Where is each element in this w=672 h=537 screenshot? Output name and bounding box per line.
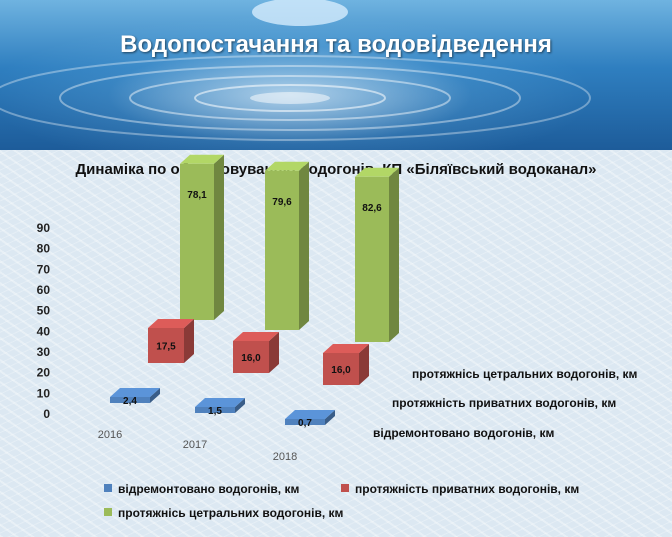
chart: Динаміка по обслуговуванню водогонів, КП… [37, 154, 638, 520]
bar-side [235, 398, 245, 413]
page-title: Водопостачання та водовідведення [120, 31, 552, 58]
bar-top [110, 388, 160, 397]
bar-top [195, 398, 245, 407]
y-tick-label: 70 [37, 262, 51, 276]
bar [233, 341, 269, 373]
bar [195, 407, 235, 413]
legend-item: відремонтовано водогонів, км [118, 482, 299, 496]
data-label: 1,5 [208, 406, 222, 417]
bar-top [148, 319, 194, 328]
bar-top [323, 344, 369, 353]
category-label: 2018 [273, 451, 297, 463]
bar-side [389, 167, 399, 342]
y-tick-label: 0 [43, 407, 50, 421]
bar [148, 328, 184, 363]
series-axis-label: протяжнісь цетральних водогонів, км [412, 367, 638, 381]
data-label: 16,0 [331, 365, 351, 376]
chart-title: Динаміка по обслуговуванню водогонів, КП… [76, 161, 597, 178]
y-tick-label: 40 [37, 324, 51, 338]
data-label: 0,7 [298, 418, 312, 429]
bar-top [355, 167, 399, 177]
y-tick-label: 60 [37, 283, 51, 297]
bar-side [184, 319, 194, 363]
water-ripple-image [0, 0, 591, 141]
bar [265, 170, 299, 330]
bar-top [285, 410, 335, 419]
bar-top [180, 154, 224, 164]
bar [180, 163, 214, 320]
bar [285, 419, 325, 425]
bar [323, 353, 359, 385]
y-tick-label: 20 [37, 366, 51, 380]
bar-side [214, 154, 224, 320]
y-tick-label: 30 [37, 345, 51, 359]
bar-side [150, 388, 160, 403]
legend-swatch [104, 508, 112, 516]
chart-panel [0, 150, 672, 537]
bar [110, 397, 150, 403]
data-label: 79,6 [272, 197, 292, 208]
series-axis-label: протяжність приватних водогонів, км [392, 396, 616, 410]
bar-top [265, 161, 309, 171]
bar [355, 176, 389, 342]
y-tick-label: 50 [37, 304, 51, 318]
category-label: 2017 [183, 439, 207, 451]
y-tick-label: 10 [37, 386, 51, 400]
data-label: 2,4 [123, 396, 137, 407]
y-tick-label: 80 [37, 242, 51, 256]
data-label: 17,5 [156, 342, 176, 353]
bar-top [233, 332, 279, 341]
legend-swatch [341, 484, 349, 492]
legend-swatch [104, 484, 112, 492]
category-label: 2016 [98, 429, 122, 441]
data-label: 78,1 [187, 190, 207, 201]
y-tick-label: 90 [37, 221, 51, 235]
data-label: 16,0 [241, 353, 261, 364]
bar-side [325, 410, 335, 425]
bar-side [359, 344, 369, 385]
legend-item: протяжнісь цетральних водогонів, км [118, 506, 344, 520]
data-label: 82,6 [362, 203, 382, 214]
legend-item: протяжність приватних водогонів, км [355, 482, 579, 496]
series-axis-label: відремонтовано водогонів, км [373, 426, 554, 440]
header-banner: Водопостачання та водовідведення [0, 0, 672, 150]
bar-side [269, 332, 279, 373]
bar-side [299, 161, 309, 330]
